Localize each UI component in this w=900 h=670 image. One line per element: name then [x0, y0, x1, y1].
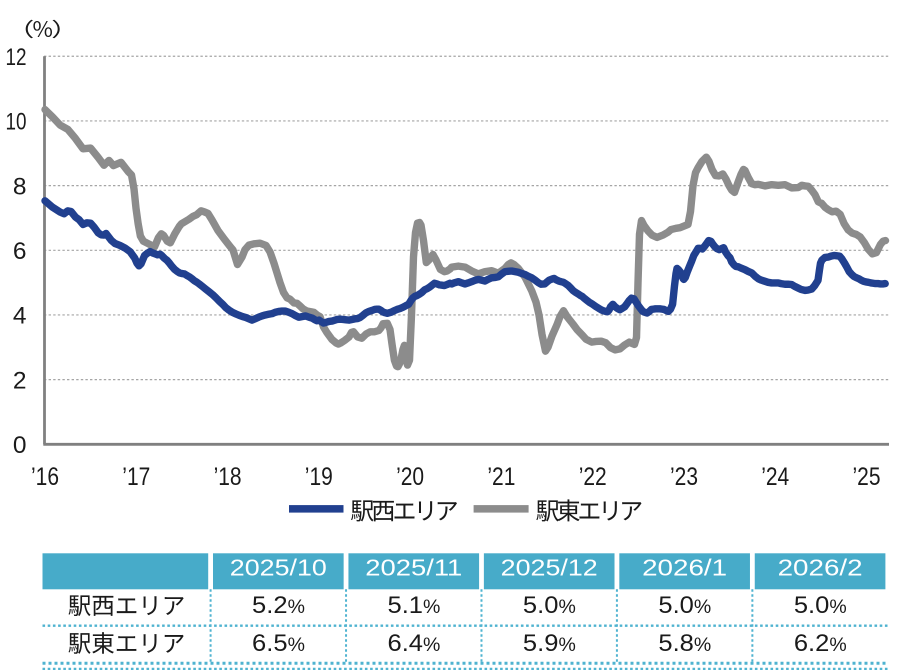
svg-text:10: 10 — [6, 109, 27, 136]
svg-text:’16: ’16 — [31, 463, 59, 491]
svg-text:5.0: 5.0 — [794, 592, 830, 619]
svg-text:’23: ’23 — [670, 463, 698, 491]
svg-text:5.8: 5.8 — [658, 630, 694, 657]
svg-text:6: 6 — [13, 238, 27, 265]
svg-text:%: % — [829, 634, 846, 656]
svg-text:5.1: 5.1 — [388, 592, 424, 619]
svg-text:6.2: 6.2 — [794, 630, 830, 657]
svg-text:’22: ’22 — [579, 463, 607, 491]
svg-text:5.0: 5.0 — [658, 592, 694, 619]
svg-text:8: 8 — [13, 173, 27, 200]
svg-text:%: % — [288, 596, 305, 618]
svg-text:’24: ’24 — [761, 463, 789, 491]
svg-text:5.0: 5.0 — [523, 592, 559, 619]
svg-text:%: % — [694, 634, 711, 656]
svg-text:%: % — [288, 634, 305, 656]
svg-text:’18: ’18 — [214, 463, 242, 491]
svg-text:’19: ’19 — [305, 463, 333, 491]
svg-text:%: % — [423, 634, 440, 656]
svg-text:2026/1: 2026/1 — [642, 555, 727, 581]
svg-text:2025/11: 2025/11 — [365, 555, 462, 581]
svg-text:2025/10: 2025/10 — [230, 555, 327, 581]
svg-text:’20: ’20 — [396, 463, 424, 491]
svg-text:%: % — [558, 634, 575, 656]
svg-text:%: % — [558, 596, 575, 618]
svg-text:%: % — [694, 596, 711, 618]
svg-text:12: 12 — [6, 44, 27, 71]
svg-text:6.4: 6.4 — [388, 630, 424, 657]
svg-text:5.9: 5.9 — [523, 630, 559, 657]
svg-text:6.5: 6.5 — [252, 630, 288, 657]
svg-text:’25: ’25 — [853, 463, 881, 491]
svg-text:’21: ’21 — [487, 463, 515, 491]
svg-text:5.2: 5.2 — [252, 592, 288, 619]
svg-text:2: 2 — [13, 367, 27, 394]
svg-text:%: % — [423, 596, 440, 618]
svg-text:0: 0 — [13, 432, 27, 459]
svg-text:2025/12: 2025/12 — [501, 555, 598, 581]
svg-text:4: 4 — [13, 303, 27, 330]
svg-text:2026/2: 2026/2 — [778, 555, 863, 581]
svg-text:’17: ’17 — [122, 463, 150, 491]
svg-text:%: % — [829, 596, 846, 618]
